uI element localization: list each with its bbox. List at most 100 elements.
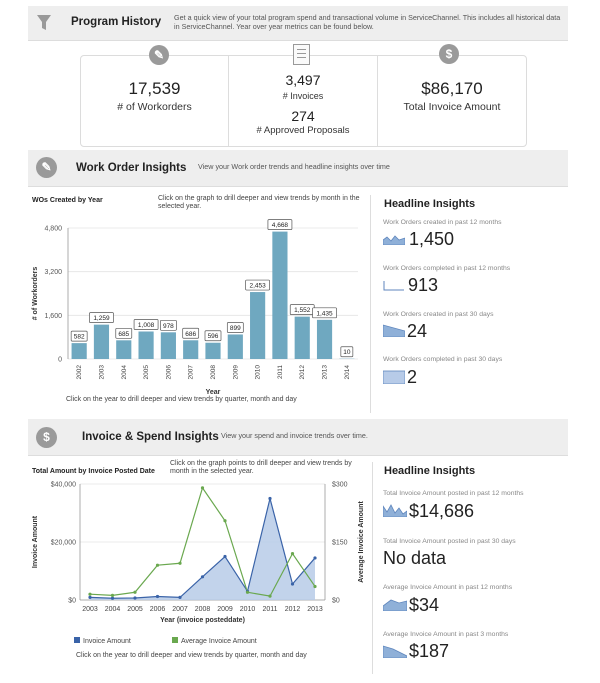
legend-swatch-average xyxy=(172,637,178,643)
average-invoice-point[interactable] xyxy=(110,593,115,597)
program-history-description: Get a quick view of your total program s… xyxy=(174,13,561,31)
x-tick-label[interactable]: 2003 xyxy=(82,606,98,613)
wo-headline-label-1: Work Orders created in past 12 months xyxy=(383,219,502,226)
x-tick-label[interactable]: 2004 xyxy=(121,365,128,380)
invoice-amount-point[interactable] xyxy=(223,554,227,559)
invoice-amount-point[interactable] xyxy=(155,594,160,599)
x-tick-label[interactable]: 2009 xyxy=(232,365,239,380)
average-invoice-point[interactable] xyxy=(133,590,137,594)
data-label: 1,259 xyxy=(93,315,110,322)
x-axis-title: Year (invoice posteddate) xyxy=(160,617,245,624)
invoice-amount-point[interactable] xyxy=(88,595,92,599)
x-tick-label[interactable]: 2002 xyxy=(76,365,83,380)
invoice-headline-value-4: $187 xyxy=(409,641,450,661)
bar[interactable] xyxy=(316,319,333,359)
invoice-chart-title: Total Amount by Invoice Posted Date xyxy=(32,468,155,475)
invoice-amount-point[interactable] xyxy=(313,556,317,560)
y-axis-title: Invoice Amount xyxy=(32,515,39,568)
sparkline-icon xyxy=(383,645,407,658)
x-tick-label[interactable]: 2012 xyxy=(299,365,306,380)
average-invoice-point[interactable] xyxy=(178,561,182,565)
sparkline-icon xyxy=(383,599,407,611)
invoice-amount-point[interactable] xyxy=(200,575,205,579)
x-tick-label[interactable]: 2011 xyxy=(277,365,284,379)
program-history-header: Program History Get a quick view of your… xyxy=(28,6,568,41)
invoice-amount-point[interactable] xyxy=(110,596,115,600)
wo-headline-value-2: 913 xyxy=(408,275,439,295)
y2-tick-label: $0 xyxy=(332,598,340,605)
data-label: 978 xyxy=(163,323,174,330)
wrench-icon: ✎ xyxy=(36,157,57,178)
invoice-amount-point[interactable] xyxy=(290,582,295,586)
x-tick-label[interactable]: 2005 xyxy=(143,365,150,380)
x-tick-label[interactable]: 2012 xyxy=(285,606,301,613)
invoice-amount-point[interactable] xyxy=(178,595,182,599)
x-tick-label[interactable]: 2006 xyxy=(165,365,172,380)
funnel-icon xyxy=(37,15,51,30)
x-tick-label[interactable]: 2008 xyxy=(195,606,211,613)
x-tick-label[interactable]: 2010 xyxy=(255,365,262,380)
y-tick-label: $40,000 xyxy=(51,482,76,489)
data-label-box xyxy=(115,327,133,339)
x-tick-label[interactable]: 2007 xyxy=(172,606,188,613)
x-tick-label[interactable]: 2009 xyxy=(217,606,233,613)
data-label-box xyxy=(226,322,244,333)
bar[interactable] xyxy=(71,343,87,359)
invoice-amount-point[interactable] xyxy=(133,596,137,600)
bar[interactable] xyxy=(227,334,243,359)
x-tick-label[interactable]: 2005 xyxy=(127,606,143,613)
average-invoice-point[interactable] xyxy=(245,590,250,594)
data-label-box xyxy=(160,319,177,331)
data-label: 1,008 xyxy=(138,322,155,329)
bar[interactable] xyxy=(160,332,176,359)
sparkline-icon xyxy=(383,370,405,384)
dollar-icon: $ xyxy=(36,427,57,448)
legend-label-invoice: Invoice Amount xyxy=(83,638,131,645)
invoice-headline-value-2: No data xyxy=(383,548,447,568)
bar[interactable] xyxy=(138,331,154,359)
average-invoice-point[interactable] xyxy=(313,584,317,589)
x-tick-label[interactable]: 2011 xyxy=(262,606,277,613)
bar[interactable] xyxy=(250,292,266,359)
bar[interactable] xyxy=(116,340,132,359)
average-invoice-point[interactable] xyxy=(268,594,272,598)
x-tick-label[interactable]: 2004 xyxy=(105,606,121,613)
data-label: 686 xyxy=(185,331,196,338)
bar[interactable] xyxy=(294,316,310,359)
dollar-icon: $ xyxy=(439,44,459,64)
data-label-box xyxy=(182,327,200,339)
bar[interactable] xyxy=(183,340,199,359)
bar[interactable] xyxy=(272,231,288,359)
x-tick-label[interactable]: 2010 xyxy=(240,606,256,613)
y-tick-label: 3,200 xyxy=(44,269,62,276)
y-tick-label: $20,000 xyxy=(51,540,76,547)
x-tick-label[interactable]: 2003 xyxy=(98,365,105,380)
wo-chart-hint: Click on the graph to drill deeper and v… xyxy=(158,195,360,210)
average-invoice-point[interactable] xyxy=(88,592,92,596)
invoice-headline-title: Headline Insights xyxy=(384,465,476,477)
bar[interactable] xyxy=(93,324,110,359)
data-label-box xyxy=(89,312,114,323)
invoice-headline-value-1: $14,686 xyxy=(409,501,475,521)
data-label-box xyxy=(267,219,293,230)
y-axis-title: # of Workorders xyxy=(32,267,39,321)
x-tick-label[interactable]: 2013 xyxy=(322,365,329,380)
invoice-amount-point[interactable] xyxy=(268,496,272,501)
average-invoice-point[interactable] xyxy=(155,563,160,567)
wo-created-bar-chart[interactable]: 0 1,600 3,200 4,800 582 2002 1,259 2003 685 2004 1… xyxy=(28,212,363,400)
data-label: 582 xyxy=(74,334,85,341)
x-tick-label[interactable]: 2007 xyxy=(188,365,195,380)
kpi-panel xyxy=(80,55,527,147)
invoice-headline-label-4: Average Invoice Amount in past 3 months xyxy=(383,631,509,638)
invoice-amount-line-chart[interactable]: $0 $20,000 $40,000 $0 $150 $300 2003 2004 2005 20… xyxy=(28,476,373,656)
x-tick-label[interactable]: 2006 xyxy=(150,606,166,613)
bar[interactable] xyxy=(205,342,221,359)
average-invoice-point[interactable] xyxy=(200,486,205,490)
data-label: 2,453 xyxy=(249,283,266,290)
x-tick-label[interactable]: 2014 xyxy=(344,365,351,380)
wo-insights-description: View your Work order trends and headline… xyxy=(198,162,390,171)
average-invoice-point[interactable] xyxy=(223,519,227,523)
x-tick-label[interactable]: 2013 xyxy=(307,606,323,613)
x-tick-label[interactable]: 2008 xyxy=(210,365,217,380)
average-invoice-point[interactable] xyxy=(290,552,295,556)
